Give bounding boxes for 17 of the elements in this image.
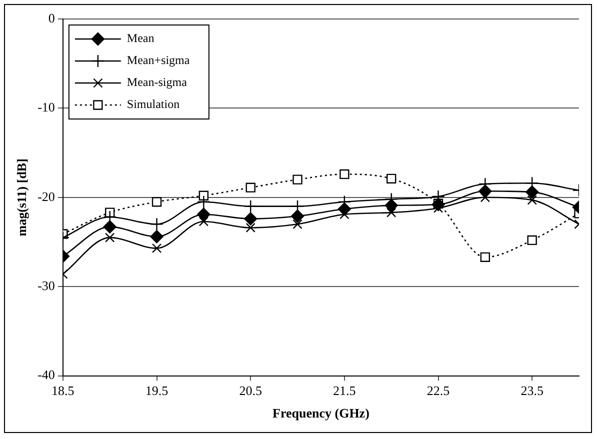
y-tick-label: -20 — [38, 188, 55, 204]
y-tick-label: 0 — [48, 10, 55, 26]
y-tick-label: -30 — [38, 278, 55, 294]
x-tick-label: 23.5 — [520, 383, 544, 398]
legend-label: Mean — [126, 31, 154, 46]
x-tick-label: 22.5 — [426, 383, 450, 398]
x-tick-label: 19.5 — [145, 383, 168, 398]
legend-label: Mean+sigma — [126, 53, 190, 68]
x-tick-label: 21.5 — [333, 383, 356, 398]
x-tick-label: 18.5 — [52, 383, 74, 398]
y-tick-label: -40 — [38, 367, 55, 382]
y-tick-label: -10 — [38, 100, 55, 115]
legend-label: Simulation — [126, 97, 180, 112]
x-axis-title: Frequency (GHz) — [272, 406, 370, 421]
x-tick-label: 20.5 — [239, 383, 262, 398]
legend-label: Mean-sigma — [126, 75, 188, 90]
y-axis-title: mag(s11) [dB] — [14, 158, 30, 236]
